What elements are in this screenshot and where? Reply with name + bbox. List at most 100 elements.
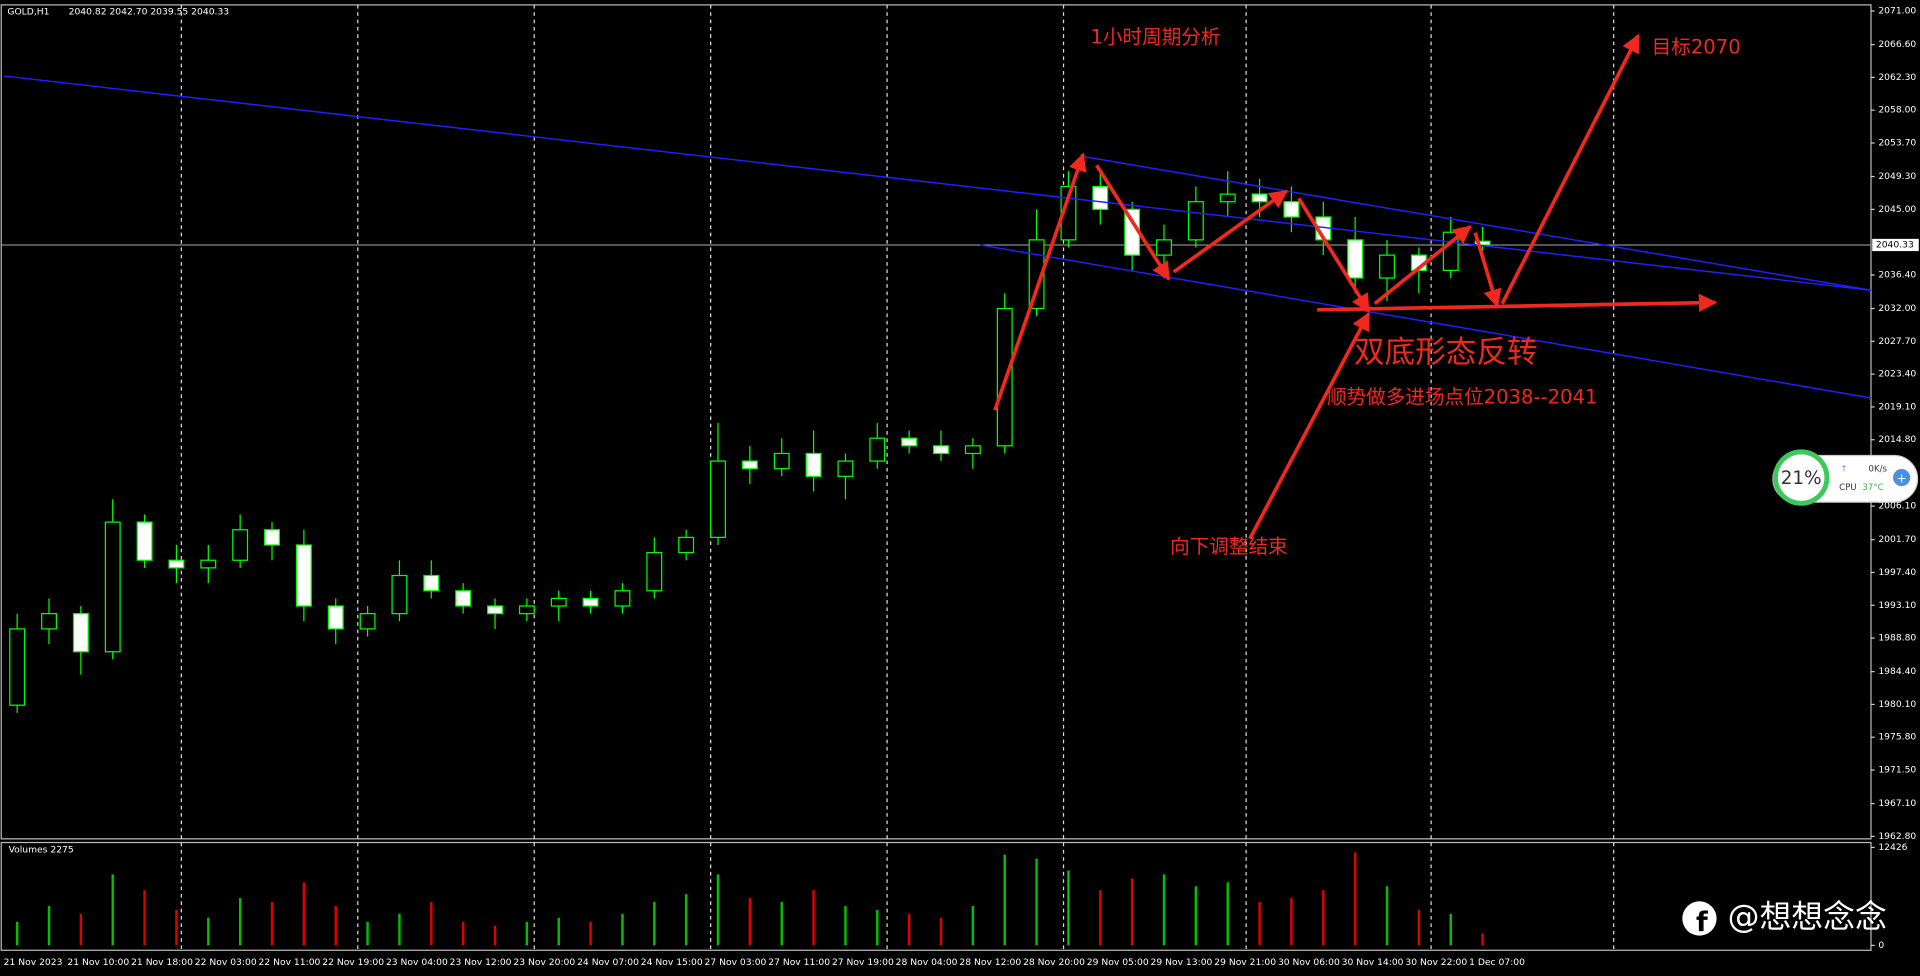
- candle-body: [41, 613, 57, 630]
- y-tick-label: 2006.10: [1878, 501, 1916, 512]
- series-layer: 2071.00 2066.60 2062.30 2058.00 2053.70 2049.…: [1, 6, 1919, 968]
- y-tick-label: 2036.40: [1878, 269, 1916, 280]
- y-tick-label: 1993.10: [1878, 600, 1916, 611]
- candle-body: [933, 445, 949, 455]
- y-tick-label: 1984.40: [1878, 666, 1916, 677]
- candle-body: [1251, 193, 1268, 203]
- quote: 2040.82 2042.70 2039.55 2040.33: [69, 7, 230, 18]
- y-tick-label: 2062.30: [1878, 72, 1916, 83]
- current-price-box: [1872, 238, 1919, 252]
- widget-button[interactable]: [1893, 469, 1911, 487]
- x-tick-label: 22 Nov 03:00: [195, 957, 257, 968]
- candle-body: [136, 521, 153, 561]
- candle-body: [1379, 254, 1395, 279]
- y-tick-label: 2049.30: [1878, 171, 1916, 182]
- x-tick-label: 24 Nov 15:00: [641, 957, 703, 968]
- svg-text:f: f: [1696, 907, 1708, 938]
- candle-body: [901, 437, 918, 447]
- candle-body: [582, 597, 599, 607]
- annotation: 向下调整结束: [1170, 535, 1288, 558]
- svg-text:+: +: [1896, 471, 1906, 485]
- candle-body: [805, 452, 822, 477]
- annotation: 1小时周期分析: [1090, 25, 1220, 48]
- y-tick-label: 1988.80: [1878, 633, 1916, 644]
- candle-body: [741, 460, 758, 470]
- volume-tick-label: 12426: [1878, 842, 1907, 853]
- y-tick-label: 2058.00: [1878, 105, 1916, 116]
- candle-body: [104, 521, 121, 653]
- y-tick-label: 2053.70: [1878, 137, 1916, 148]
- y-tick-label: 2071.00: [1878, 6, 1916, 17]
- cpu-percent: 21%: [1781, 468, 1822, 489]
- x-tick-label: 21 Nov 18:00: [131, 957, 193, 968]
- watermark: f @想想念念: [1682, 897, 1887, 938]
- x-tick-label: 30 Nov 06:00: [1278, 957, 1340, 968]
- cpu-temp: 37°C: [1862, 483, 1883, 493]
- candle-body: [168, 559, 185, 569]
- candle-body: [264, 529, 280, 546]
- x-tick-label: 27 Nov 03:00: [705, 957, 767, 968]
- candle-body: [391, 574, 408, 615]
- x-tick-label: 29 Nov 21:00: [1214, 957, 1276, 968]
- candle-body: [232, 529, 249, 561]
- candle-body: [964, 445, 981, 455]
- candle-body: [646, 552, 663, 592]
- y-tick-label: 1997.40: [1878, 567, 1916, 578]
- x-tick-label: 28 Nov 20:00: [1023, 957, 1085, 968]
- channel: [3, 75, 1872, 399]
- candle-body: [1092, 185, 1109, 210]
- candle-body: [327, 605, 344, 630]
- candle-body: [550, 597, 567, 607]
- candle-body: [200, 559, 217, 569]
- y-tick-label: 1980.10: [1878, 699, 1916, 710]
- x-tick-label: 23 Nov 04:00: [386, 957, 448, 968]
- candle-body: [1028, 239, 1045, 310]
- y-tick-label: 1975.80: [1878, 732, 1916, 743]
- cpu-label: CPU: [1839, 483, 1856, 493]
- x-tick-label: 30 Nov 22:00: [1405, 957, 1467, 968]
- x-tick-label: 22 Nov 11:00: [259, 957, 321, 968]
- candle-body: [518, 605, 535, 615]
- annotation: 顺势做多进场点位2038--2041: [1327, 385, 1597, 408]
- y-tick-label: 2014.80: [1878, 434, 1916, 445]
- y-tick-label: 1962.80: [1878, 831, 1916, 842]
- x-tick-label: 21 Nov 2023: [4, 957, 63, 968]
- candle-body: [455, 590, 472, 607]
- candle-body: [423, 574, 440, 592]
- volume-tick-label: 0: [1878, 940, 1884, 951]
- candle-body: [614, 590, 631, 607]
- x-tick-label: 21 Nov 10:00: [67, 957, 129, 968]
- x-tick-label: 28 Nov 12:00: [959, 957, 1021, 968]
- y-tick-label: 2066.60: [1878, 39, 1916, 50]
- watermark-text: @想想念念: [1728, 897, 1887, 935]
- annotation: 目标2070: [1652, 35, 1741, 58]
- x-tick-label: 29 Nov 05:00: [1087, 957, 1149, 968]
- x-tick-label: 28 Nov 04:00: [896, 957, 958, 968]
- svg-text:↑: ↑: [1840, 465, 1847, 475]
- x-tick-label: 27 Nov 19:00: [832, 957, 894, 968]
- candle-body: [678, 536, 695, 554]
- y-tick-label: 2019.10: [1878, 401, 1916, 412]
- x-tick-label: 29 Nov 13:00: [1151, 957, 1213, 968]
- cpu-widget: 21% ↑ 0K/s CPU 37°C +: [1772, 449, 1919, 506]
- candle-body: [773, 452, 790, 470]
- current-price-label: 2040.33: [1876, 239, 1914, 250]
- candle-body: [1156, 239, 1172, 256]
- y-tick-label: 2023.40: [1878, 369, 1916, 380]
- x-tick-label: 24 Nov 07:00: [577, 957, 639, 968]
- y-tick-label: 2032.00: [1878, 303, 1916, 314]
- candle-body: [359, 613, 376, 630]
- volume-frame: [0, 841, 1872, 951]
- volume-title: Volumes 2275: [9, 844, 74, 855]
- candle-body: [869, 437, 886, 462]
- candle-body: [1187, 201, 1204, 241]
- candle-body: [1283, 201, 1300, 218]
- x-tick-label: 30 Nov 14:00: [1342, 957, 1404, 968]
- symbol: GOLD,H1: [7, 7, 49, 18]
- candle-body: [1219, 193, 1236, 203]
- candle-body: [1347, 239, 1364, 279]
- main-frame: [0, 4, 1872, 840]
